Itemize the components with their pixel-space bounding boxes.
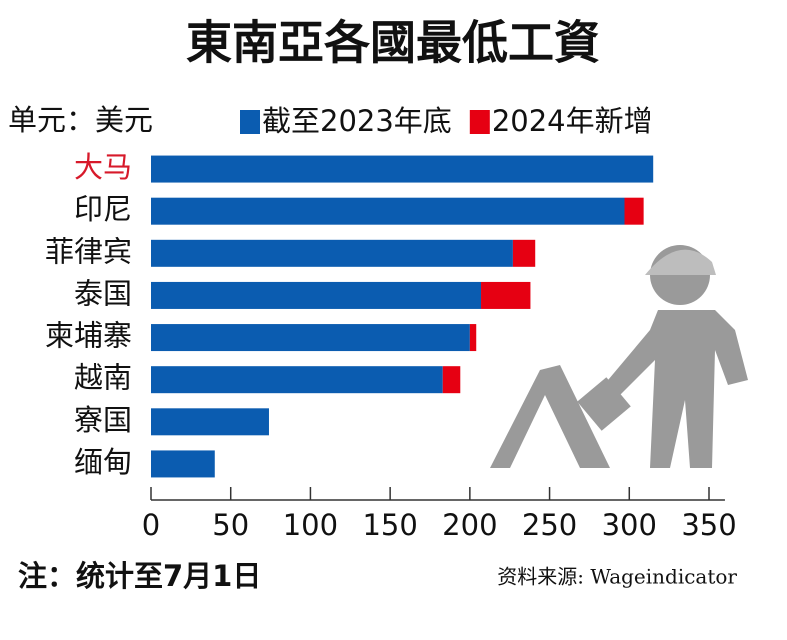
source: 资料来源: Wageindicator (497, 565, 737, 589)
x-tick-label: 350 (681, 508, 736, 542)
bar-segment (481, 281, 531, 309)
chart-title: 東南亞各國最低工資 (186, 16, 600, 70)
bar-segment (151, 408, 269, 436)
note: 注：统计至7月1日 (18, 559, 261, 593)
y-tick-label: 缅甸 (74, 445, 132, 479)
bar-segment (151, 197, 625, 225)
legend-swatch (240, 110, 260, 134)
bar-segment (151, 324, 470, 352)
y-tick-label: 大马 (74, 150, 132, 184)
legend-label: 2024年新增 (492, 104, 653, 138)
x-tick-label: 100 (283, 508, 338, 542)
bar-segment (151, 450, 215, 478)
bar-segment (469, 324, 477, 352)
bar-segment (512, 239, 536, 267)
bar-segment (151, 281, 482, 309)
y-tick-label: 柬埔寨 (45, 319, 132, 353)
legend-swatch (469, 110, 490, 134)
bar-segment (151, 239, 513, 267)
bar-segment (151, 366, 443, 394)
unit-label: 单元：美元 (8, 103, 153, 137)
x-tick-label: 200 (442, 508, 497, 542)
y-tick-label: 泰国 (74, 276, 132, 310)
x-tick-label: 50 (212, 508, 249, 542)
bar-segment (151, 155, 654, 183)
bar-segment (442, 366, 461, 394)
y-tick-label: 越南 (74, 361, 132, 395)
worker-icon (490, 245, 748, 468)
x-tick-label: 300 (602, 508, 657, 542)
bar-segment (624, 197, 644, 225)
x-tick-label: 0 (142, 508, 160, 542)
legend-label: 截至2023年底 (262, 104, 452, 138)
x-tick-label: 250 (522, 508, 577, 542)
y-tick-label: 印尼 (74, 192, 132, 226)
y-tick-label: 寮国 (74, 403, 132, 437)
x-tick-label: 150 (362, 508, 417, 542)
y-tick-label: 菲律宾 (45, 234, 132, 268)
